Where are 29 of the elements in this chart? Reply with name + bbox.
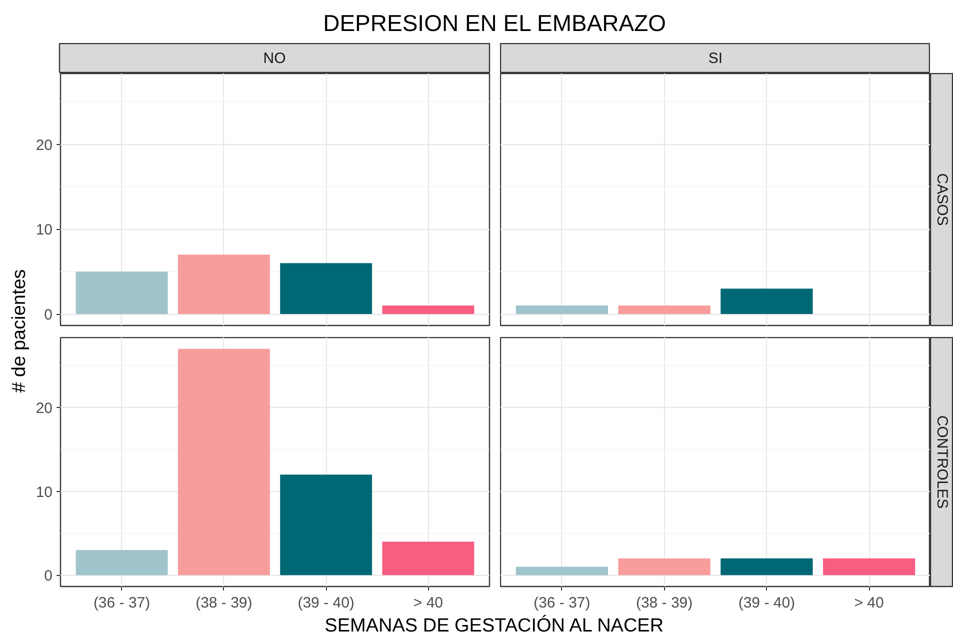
x-tick-label: > 40 <box>413 594 444 612</box>
y-tick-label: 0 <box>44 306 52 324</box>
x-tick-label: (39 - 40) <box>738 594 796 612</box>
x-axis-title: SEMANAS DE GESTACIÓN AL NACER <box>324 614 664 636</box>
x-tick-label: (38 - 39) <box>636 594 693 612</box>
x-tick-label: (38 - 39) <box>196 594 252 612</box>
y2-axis-title: CONTROLES <box>934 415 950 509</box>
y2-axis-title: CASOS <box>934 173 950 226</box>
chart-subtitle: SI <box>708 50 723 67</box>
bar <box>280 263 372 314</box>
y-tick-label: 10 <box>36 222 53 239</box>
bar <box>382 542 474 576</box>
y-tick-label: 20 <box>36 136 53 154</box>
bar <box>178 254 270 314</box>
bar <box>76 272 168 314</box>
chart-subtitle: NO <box>263 50 286 67</box>
chart-title: DEPRESION EN EL EMBARAZO <box>323 10 666 36</box>
x-tick-label: (36 - 37) <box>93 594 150 612</box>
x-tick-label: > 40 <box>854 594 884 612</box>
y-tick-label: 20 <box>36 400 53 418</box>
bar <box>178 348 270 576</box>
x-tick-label: (36 - 37) <box>534 594 590 612</box>
bar <box>76 550 168 576</box>
y-tick-label: 10 <box>36 484 53 501</box>
y-axis-title: # de pacientes <box>9 269 30 393</box>
bar <box>280 474 372 576</box>
x-tick-label: (39 - 40) <box>298 594 354 612</box>
y-tick-label: 0 <box>44 568 52 585</box>
bar <box>382 306 474 314</box>
